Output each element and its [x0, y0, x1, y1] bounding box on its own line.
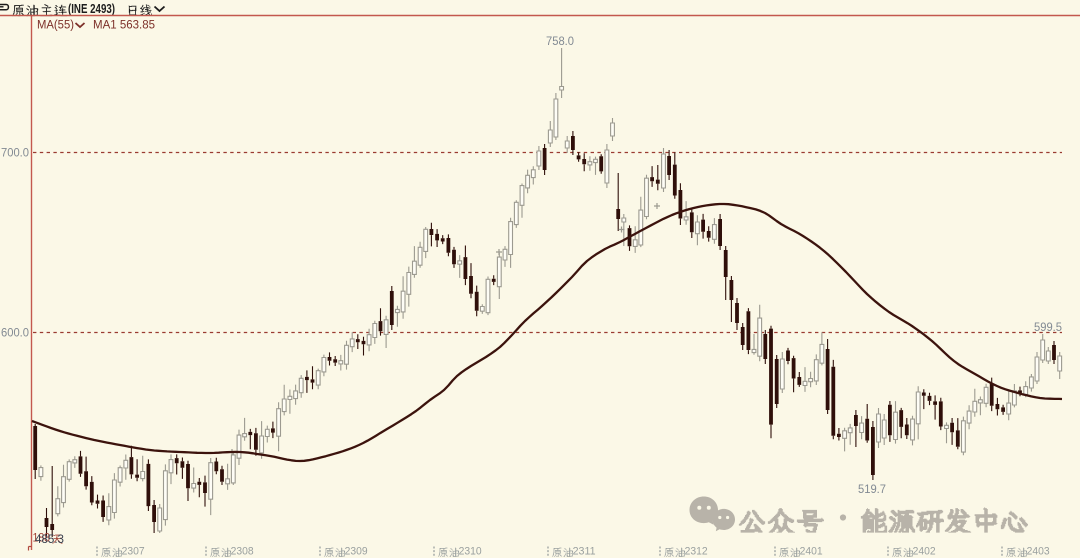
svg-text:2308: 2308	[231, 546, 254, 558]
svg-text:599.5: 599.5	[1034, 322, 1062, 334]
svg-text:2311: 2311	[573, 546, 596, 558]
svg-text:2309: 2309	[345, 546, 368, 558]
svg-text:2402: 2402	[913, 546, 936, 558]
svg-text:MA(55): MA(55)	[37, 18, 74, 32]
svg-text:MA1 563.85: MA1 563.85	[93, 18, 155, 32]
svg-text:2403: 2403	[1027, 546, 1050, 558]
svg-text:2312: 2312	[685, 546, 708, 558]
svg-text:188: 188	[33, 533, 51, 545]
svg-text:2307: 2307	[122, 546, 145, 558]
svg-text:2310: 2310	[459, 546, 482, 558]
svg-text:(INE 2493): (INE 2493)	[68, 2, 115, 16]
svg-text:700.0: 700.0	[1, 148, 29, 160]
svg-text:600.0: 600.0	[1, 328, 29, 340]
svg-text:2401: 2401	[800, 546, 823, 558]
svg-text:519.7: 519.7	[858, 484, 886, 496]
svg-text:485.3: 485.3	[35, 532, 64, 546]
svg-text:758.0: 758.0	[546, 36, 574, 48]
